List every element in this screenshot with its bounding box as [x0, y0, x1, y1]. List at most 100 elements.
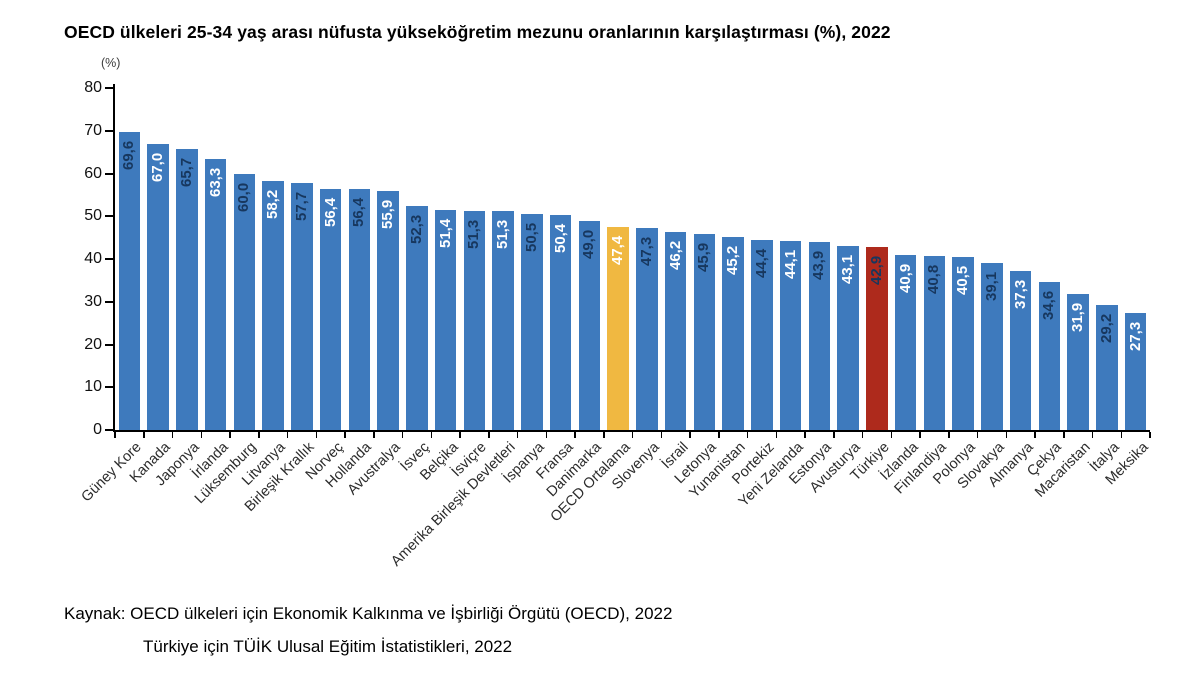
y-axis-tick: [105, 386, 113, 389]
bar-value-label: 40,5: [954, 265, 972, 295]
bar-Norveç: [319, 188, 342, 430]
x-axis-tick: [258, 432, 260, 438]
bar-İtalya: [1096, 305, 1118, 430]
bar-value-label: 56,4: [350, 197, 368, 227]
x-axis-tick: [833, 432, 835, 438]
x-axis-tick: [1149, 432, 1151, 438]
bar-value-label: 27,3: [1126, 322, 1144, 352]
x-axis-tick: [718, 432, 720, 438]
bar-value-label: 63,3: [206, 168, 224, 198]
x-axis-tick: [976, 432, 979, 438]
y-axis-tick: [105, 343, 113, 346]
bar-value-label: 49,0: [580, 229, 598, 259]
bar-Litvanya: [262, 181, 284, 430]
chart-title: OECD ülkeleri 25-34 yaş arası nüfusta yü…: [64, 22, 891, 42]
source-line-1: Kaynak: OECD ülkeleri için Ekonomik Kalk…: [64, 604, 673, 623]
x-axis-tick: [143, 432, 145, 438]
bar-Danimarka: [578, 220, 601, 430]
bar-Letonya: [693, 233, 716, 430]
y-axis-tick-label: 70: [84, 121, 102, 139]
bar-value-label: 52,3: [407, 215, 425, 245]
x-axis-tick: [229, 432, 231, 438]
y-axis-tick-label: 0: [93, 421, 102, 438]
bar-value-label: 46,2: [666, 241, 684, 271]
x-axis-tick: [200, 432, 202, 438]
bar-value-label: 44,1: [781, 250, 799, 280]
bar-value-label: 40,9: [896, 263, 914, 294]
x-axis-tick: [689, 432, 691, 438]
bar-Almanya: [1009, 270, 1032, 430]
bar-value-label: 40,8: [925, 264, 943, 294]
bar-value-label: 58,2: [264, 189, 282, 220]
x-axis-tick: [545, 432, 547, 438]
bar-Amerika Birleşik Devletleri: [492, 210, 514, 430]
bar-value-label: 56,4: [321, 197, 339, 227]
x-axis-tick: [1063, 432, 1065, 438]
x-axis-tick: [948, 432, 950, 438]
x-axis-tick: [1091, 432, 1094, 438]
x-axis-tick: [890, 432, 892, 438]
bar-value-label: 29,2: [1097, 313, 1115, 344]
bar-Hollanda: [348, 188, 371, 430]
bar-value-label: 50,4: [551, 223, 569, 253]
bar-value-label: 47,4: [609, 236, 627, 266]
x-axis-tick: [401, 432, 404, 438]
x-axis-tick: [286, 432, 289, 438]
bar-Yunanistan: [722, 236, 744, 430]
x-axis-tick: [746, 432, 749, 438]
x-axis-tick: [344, 432, 346, 438]
y-axis-tick: [105, 300, 113, 303]
bar-value-label: 51,4: [436, 219, 454, 249]
x-axis-tick: [1034, 432, 1036, 438]
y-axis-tick: [105, 87, 113, 89]
x-axis-line: [113, 430, 1150, 432]
y-axis-unit-label: (%): [101, 56, 121, 70]
bar-Kanada: [147, 143, 169, 430]
bar-Çekya: [1038, 282, 1061, 430]
bar-value-label: 37,3: [1011, 279, 1029, 309]
y-axis-tick: [105, 172, 113, 175]
bar-İsrail: [664, 232, 687, 430]
bar-value-label: 34,6: [1040, 290, 1058, 321]
bar-Birleşik Krallık: [291, 183, 313, 430]
bar-Slovenya: [636, 227, 658, 430]
bar-value-label: 69,6: [120, 141, 138, 171]
bar-İrlanda: [204, 159, 227, 430]
bar-value-label: 43,9: [810, 251, 828, 281]
bar-İsveç: [406, 206, 428, 430]
bar-value-label: 51,3: [494, 219, 512, 249]
bar-Güney Kore: [118, 132, 141, 430]
x-axis-tick: [488, 432, 490, 438]
bar-value-label: 60,0: [235, 182, 253, 212]
bar-Finlandiya: [923, 255, 946, 430]
bar-value-label: 47,3: [637, 236, 655, 266]
bar-Avustralya: [377, 191, 399, 430]
x-axis-tick: [660, 432, 662, 438]
bar-Avusturya: [837, 245, 859, 430]
y-axis-tick-label: 50: [84, 207, 102, 225]
bar-value-label: 51,3: [465, 219, 483, 249]
bar-Fransa: [549, 214, 572, 430]
bar-Lüksemburg: [233, 173, 256, 430]
x-axis-tick: [315, 432, 317, 438]
bar-Polonya: [952, 256, 974, 430]
source-line-2: Türkiye için TÜİK Ulusal Eğitim İstatist…: [143, 637, 513, 656]
bar-value-label: 39,1: [982, 271, 1000, 301]
y-axis-tick-label: 60: [84, 164, 102, 182]
bar-value-label: 43,1: [839, 254, 857, 284]
x-axis-tick: [919, 432, 921, 438]
x-axis-tick: [861, 432, 864, 438]
x-axis-tick: [574, 432, 576, 438]
bar-İzlanda: [894, 255, 917, 430]
y-axis-line: [113, 84, 115, 432]
bar-value-label: 45,2: [724, 245, 742, 275]
bar-value-label: 45,9: [695, 242, 713, 272]
y-axis-tick: [105, 215, 113, 218]
x-axis-tick: [1005, 432, 1007, 438]
y-axis-tick-label: 10: [84, 378, 102, 396]
y-axis-tick-label: 40: [84, 250, 102, 267]
x-axis-tick: [459, 432, 461, 438]
y-axis-tick: [105, 429, 113, 431]
